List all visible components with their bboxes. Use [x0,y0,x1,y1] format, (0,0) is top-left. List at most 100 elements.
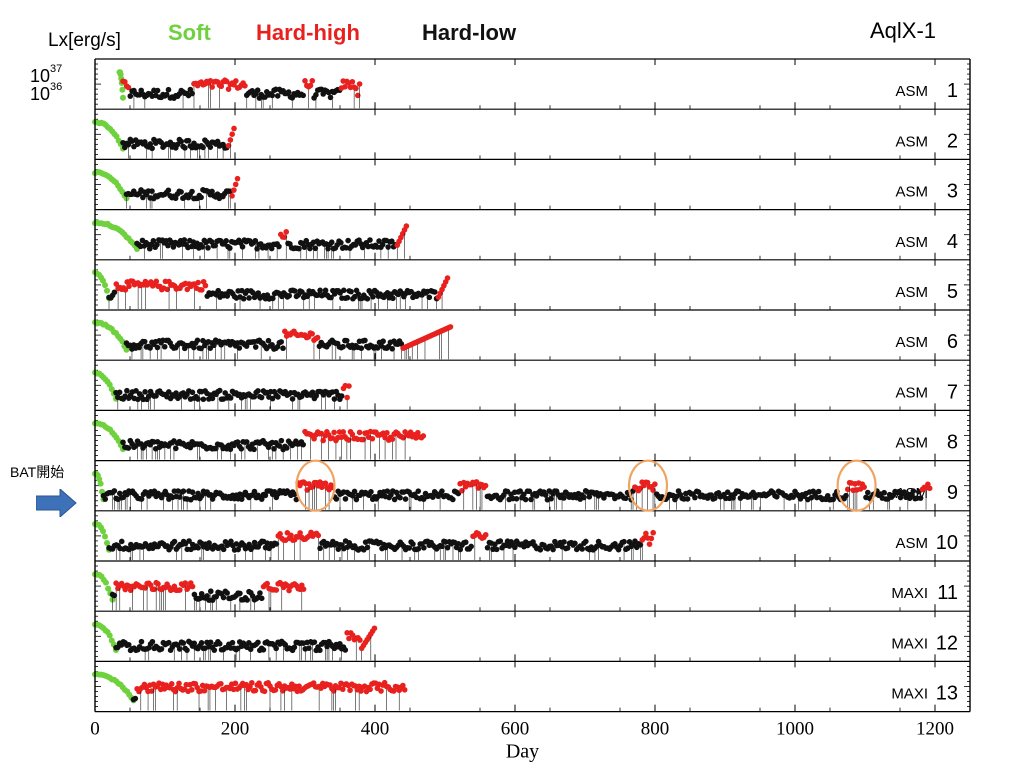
hard-high-point [242,83,248,89]
hard-low-point [269,342,275,348]
panel-number: 6 [947,331,958,353]
hard-high-point [125,84,132,91]
hard-low-point [120,439,126,446]
hard-low-point [262,492,269,499]
hard-high-point [447,324,454,330]
soft-point [119,86,126,93]
hard-low-point [343,337,350,344]
hard-low-point [237,590,243,597]
hard-high-point [369,435,376,442]
hard-low-point [284,445,290,451]
hard-low-point [185,137,192,144]
hard-low-point [345,237,351,244]
hard-low-point [150,237,157,244]
hard-low-point [149,638,156,645]
hard-low-point [380,338,386,345]
hard-low-point [390,295,396,302]
hard-low-point [561,495,567,501]
highlight-circle [836,459,877,512]
hard-low-point [291,491,298,498]
hard-high-point [151,586,158,593]
hard-high-point [168,681,175,687]
hard-low-point [307,245,313,252]
hard-low-point [695,489,702,495]
hard-low-point [327,94,334,101]
hard-low-point [457,546,464,553]
hard-low-point [154,87,161,94]
hard-low-point [224,590,230,596]
hard-low-point [111,488,118,494]
panel-instrument-label: ASM [895,435,928,452]
hard-high-point [232,181,239,188]
hard-low-point [512,544,518,551]
hard-high-point [403,223,410,229]
hard-low-point [260,647,267,653]
hard-low-point [207,144,214,150]
hard-low-point [317,545,323,552]
hard-low-point [274,93,281,99]
hard-low-point [439,488,445,494]
hard-high-point [184,286,191,293]
soft-point [120,94,126,101]
hard-low-point [579,546,585,552]
soft-point [100,528,106,535]
hard-low-point [165,187,172,194]
hard-low-point [349,492,356,499]
panel-instrument-label: MAXI [891,635,928,652]
hard-low-point [410,541,416,547]
soft-point [108,386,115,393]
hard-low-point [216,387,223,394]
arrow-icon [36,489,77,517]
hard-low-point [493,546,500,553]
hard-low-point [444,544,451,551]
soft-point [102,282,108,289]
hard-high-point [233,78,239,84]
hard-low-point [311,639,318,645]
hard-low-point [234,439,241,445]
hard-high-point [307,82,314,89]
hard-high-point [652,481,658,487]
hard-low-point [244,597,250,603]
hard-low-point [450,496,456,503]
hard-high-point [340,686,346,693]
hard-high-point [209,84,215,90]
hard-low-point [223,238,229,244]
hard-high-point [360,436,367,443]
hard-low-point [337,640,343,647]
hard-low-point [300,92,306,99]
hard-low-point [276,443,283,449]
hard-low-point [583,538,589,545]
hard-low-point [384,488,391,494]
hard-low-point [182,145,188,151]
hard-low-point [146,245,153,252]
panel-number: 4 [947,231,958,253]
hard-high-point [199,287,205,293]
hard-low-point [289,396,296,402]
hard-high-point [322,480,329,487]
hard-low-point [207,639,214,646]
hard-low-point [439,543,445,550]
hard-low-point [712,495,718,501]
hard-low-point [254,245,260,252]
hard-low-point [258,394,265,401]
hard-low-point [180,488,187,494]
hard-high-point [122,78,128,85]
hard-high-point [195,279,201,286]
hard-low-point [238,496,245,502]
hard-high-point [314,334,321,341]
hard-low-point [165,639,172,646]
hard-low-point [251,446,257,453]
legend-hard-low: Hard-low [422,20,517,45]
hard-low-point [149,145,155,152]
hard-high-point [353,85,359,92]
hard-high-point [283,229,290,235]
hard-low-point [808,494,815,501]
hard-high-point [367,686,373,693]
ytick-1e37: 1037 [30,63,63,86]
hard-low-point [189,389,196,396]
hard-high-point [272,687,279,693]
hard-low-point [207,588,214,595]
hard-low-point [881,489,887,496]
hard-high-point [249,679,255,686]
hard-low-point [548,495,554,502]
